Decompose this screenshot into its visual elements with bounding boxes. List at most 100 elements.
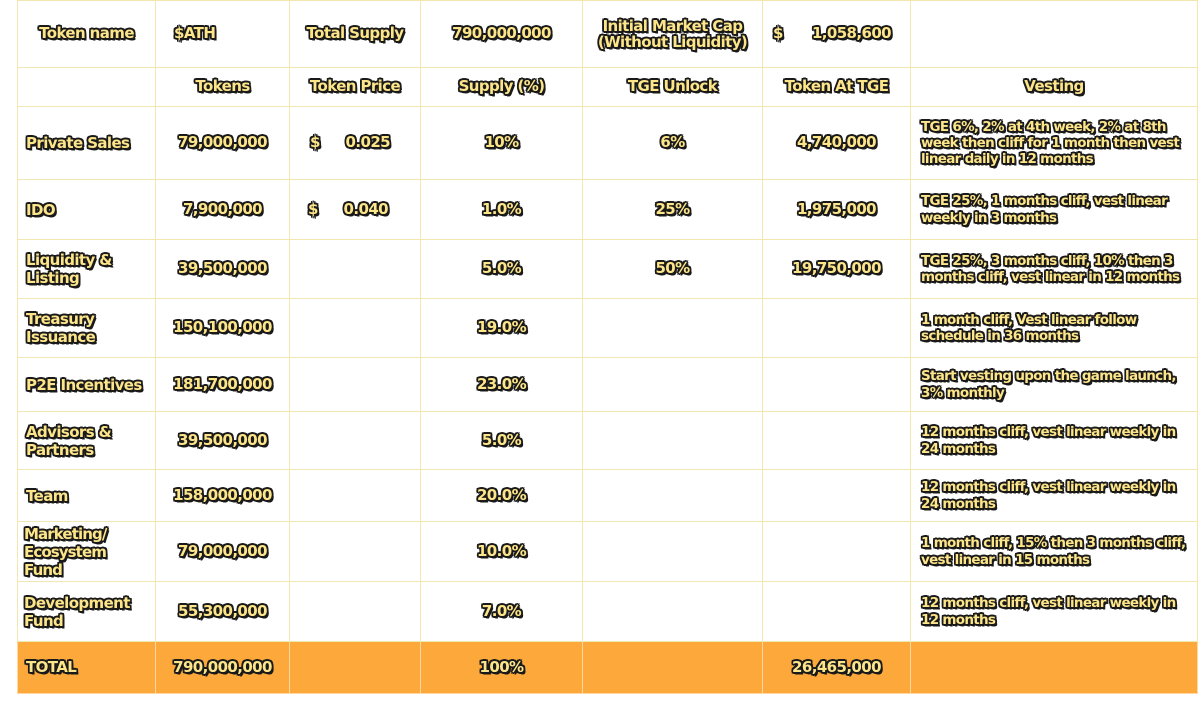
row-tge-unlock	[582, 411, 763, 470]
row-vesting: TGE 6%, 2% at 4th week, 2% at 8th week t…	[910, 106, 1198, 180]
row-price: 0.025	[345, 133, 391, 152]
total-supply: 100%	[420, 641, 583, 694]
total-supply-value: 790,000,000	[420, 0, 583, 68]
row-name: Treasury Issuance	[17, 298, 156, 358]
token-info-row: Token name $ATH Total Supply 790,000,000…	[17, 0, 1198, 68]
row-name: P2E Incentives	[17, 357, 156, 412]
row-vesting: TGE 25%, 3 months cliff, 10% then 3 mont…	[910, 239, 1198, 299]
total-row: TOTAL 790,000,000 100% 26,465,000	[17, 641, 1198, 694]
row-vesting: 1 month cliff, 15% then 3 months cliff, …	[910, 521, 1198, 582]
header-supply-pct: Supply (%)	[420, 67, 583, 107]
row-tokens: 39,500,000	[155, 411, 290, 470]
row-price: 0.040	[343, 199, 389, 218]
total-label: TOTAL	[17, 641, 156, 694]
row-vesting: 12 months cliff, vest linear weekly in 1…	[910, 581, 1198, 642]
row-tokens: 55,300,000	[155, 581, 290, 642]
row-tokens: 150,100,000	[155, 298, 290, 358]
row-name: Development Fund	[17, 581, 156, 642]
row-supply: 20.0%	[420, 469, 583, 522]
row-vesting: 12 months cliff, vest linear weekly in 2…	[910, 411, 1198, 470]
empty-cell	[289, 641, 421, 694]
token-name-label: Token name	[17, 0, 156, 68]
total-supply-label: Total Supply	[289, 0, 421, 68]
empty-cell	[910, 0, 1198, 68]
table-row: Team 158,000,000 20.0% 12 months cliff, …	[17, 469, 1198, 522]
row-token-at-tge	[762, 469, 911, 522]
row-tokens: 79,000,000	[155, 521, 290, 582]
table-row: Liquidity & Listing 39,500,000 5.0% 50% …	[17, 239, 1198, 299]
row-name: Team	[17, 469, 156, 522]
row-vesting: Start vesting upon the game launch, 3% m…	[910, 357, 1198, 412]
empty-cell	[17, 67, 156, 107]
row-price-cell	[289, 357, 421, 412]
row-token-at-tge: 4,740,000	[762, 106, 911, 180]
row-price-cell	[289, 298, 421, 358]
table-row: Marketing/ Ecosystem Fund 79,000,000 10.…	[17, 521, 1198, 582]
initial-market-cap-value: 1,058,600	[811, 24, 892, 43]
row-price-cell	[289, 411, 421, 470]
row-price-cell: $ 0.040	[289, 179, 421, 240]
row-tokens: 158,000,000	[155, 469, 290, 522]
row-token-at-tge	[762, 357, 911, 412]
initial-market-cap-cell: $ 1,058,600	[762, 0, 911, 68]
initial-market-cap-label: Initial Market Cap (Without Liquidity)	[582, 0, 763, 68]
header-row: Tokens Token Price Supply (%) TGE Unlock…	[17, 67, 1198, 107]
row-price-cell	[289, 469, 421, 522]
empty-cell	[582, 641, 763, 694]
table-row: Advisors & Partners 39,500,000 5.0% 12 m…	[17, 411, 1198, 470]
row-tge-unlock	[582, 298, 763, 358]
row-token-at-tge	[762, 411, 911, 470]
table-row: Development Fund 55,300,000 7.0% 12 mont…	[17, 581, 1198, 642]
total-tokens: 790,000,000	[155, 641, 290, 694]
row-price-cell	[289, 581, 421, 642]
row-price-currency: $	[310, 133, 320, 152]
total-token-at-tge: 26,465,000	[762, 641, 911, 694]
row-tokens: 79,000,000	[155, 106, 290, 180]
row-supply: 7.0%	[420, 581, 583, 642]
row-name: Liquidity & Listing	[17, 239, 156, 299]
row-supply: 1.0%	[420, 179, 583, 240]
row-vesting: 1 month cliff, Vest linear follow schedu…	[910, 298, 1198, 358]
initial-market-cap-currency: $	[773, 24, 783, 43]
row-token-at-tge	[762, 298, 911, 358]
row-vesting: 12 months cliff, vest linear weekly in 2…	[910, 469, 1198, 522]
row-token-at-tge: 19,750,000	[762, 239, 911, 299]
row-name: Private Sales	[17, 106, 156, 180]
header-tokens: Tokens	[155, 67, 290, 107]
row-price-cell	[289, 521, 421, 582]
header-tge-unlock: TGE Unlock	[582, 67, 763, 107]
row-name: IDO	[17, 179, 156, 240]
row-tge-unlock	[582, 357, 763, 412]
row-tokens: 39,500,000	[155, 239, 290, 299]
row-supply: 10.0%	[420, 521, 583, 582]
row-tokens: 7,900,000	[155, 179, 290, 240]
row-price-cell: $ 0.025	[289, 106, 421, 180]
row-name: Advisors & Partners	[17, 411, 156, 470]
row-tge-unlock: 25%	[582, 179, 763, 240]
header-token-price: Token Price	[289, 67, 421, 107]
table-row: Treasury Issuance 150,100,000 19.0% 1 mo…	[17, 298, 1198, 358]
row-tge-unlock	[582, 521, 763, 582]
row-tokens: 181,700,000	[155, 357, 290, 412]
row-tge-unlock: 6%	[582, 106, 763, 180]
table-row: Private Sales 79,000,000 $ 0.025 10% 6% …	[17, 106, 1198, 180]
row-price-cell	[289, 239, 421, 299]
row-tge-unlock	[582, 581, 763, 642]
row-supply: 10%	[420, 106, 583, 180]
header-vesting: Vesting	[910, 67, 1198, 107]
token-name-value: $ATH	[155, 0, 290, 68]
row-token-at-tge	[762, 581, 911, 642]
row-vesting: TGE 25%, 1 months cliff, vest linear wee…	[910, 179, 1198, 240]
row-tge-unlock	[582, 469, 763, 522]
row-tge-unlock: 50%	[582, 239, 763, 299]
tokenomics-table: Token name $ATH Total Supply 790,000,000…	[17, 0, 1198, 694]
table-row: IDO 7,900,000 $ 0.040 1.0% 25% 1,975,000…	[17, 179, 1198, 240]
row-supply: 19.0%	[420, 298, 583, 358]
row-token-at-tge	[762, 521, 911, 582]
table-row: P2E Incentives 181,700,000 23.0% Start v…	[17, 357, 1198, 412]
row-supply: 5.0%	[420, 411, 583, 470]
empty-cell	[910, 641, 1198, 694]
row-token-at-tge: 1,975,000	[762, 179, 911, 240]
row-supply: 23.0%	[420, 357, 583, 412]
row-name: Marketing/ Ecosystem Fund	[17, 521, 156, 582]
